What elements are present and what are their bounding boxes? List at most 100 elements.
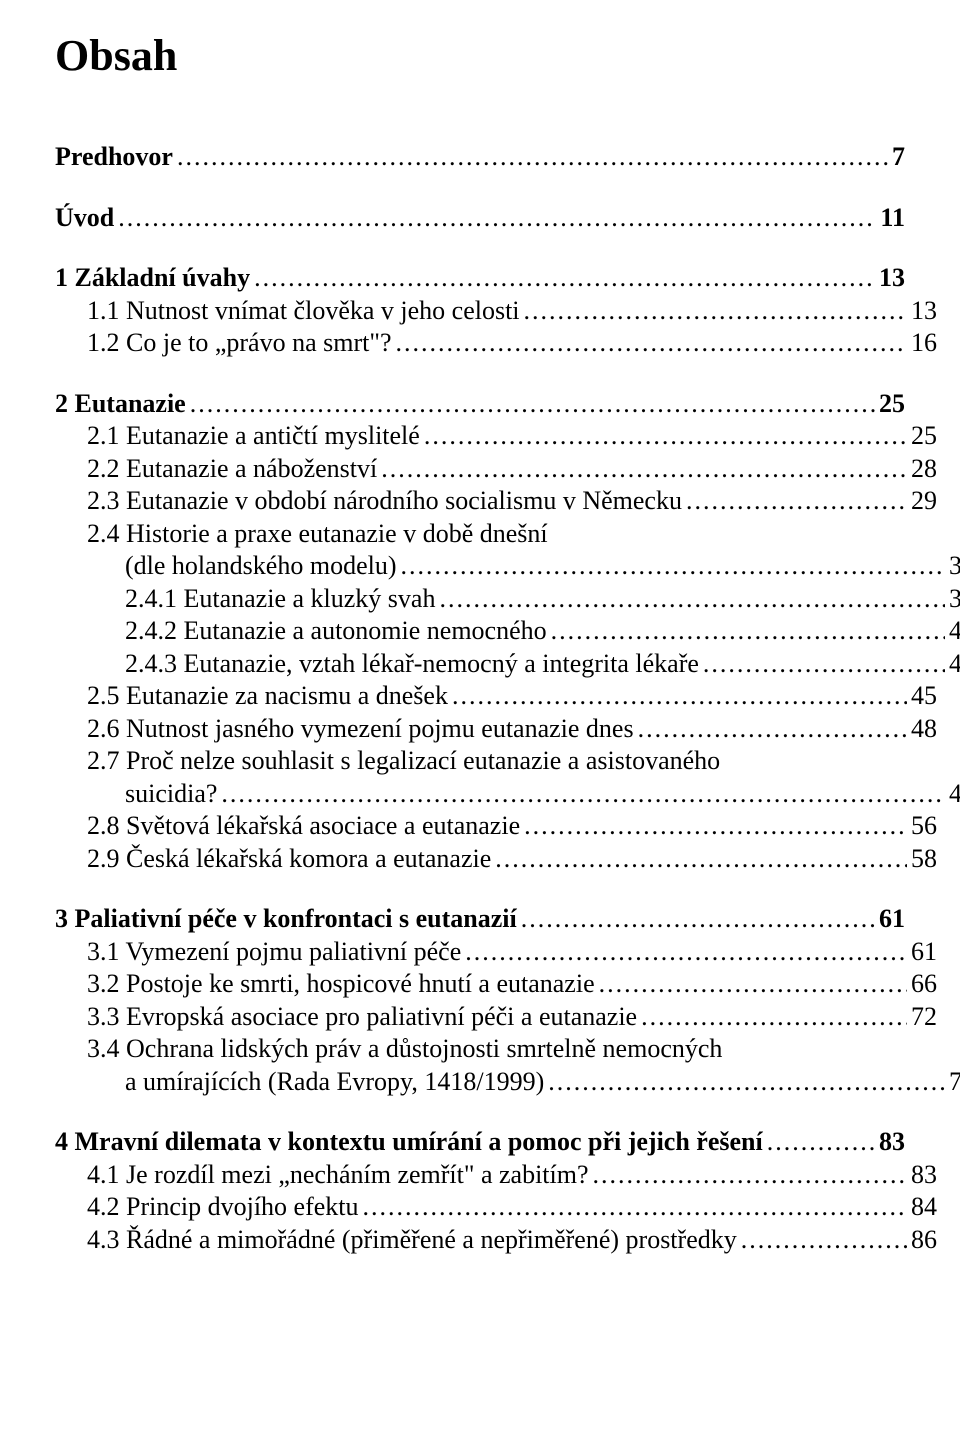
toc-page-number: 58	[911, 843, 937, 876]
toc-leader-dots	[452, 680, 907, 713]
toc-entry-2-7-line1: 2.7 Proč nelze souhlasit s legalizací eu…	[55, 745, 905, 778]
toc-leader-dots	[524, 810, 907, 843]
toc-leader-dots	[548, 1066, 945, 1099]
toc-label: 3.3 Evropská asociace pro paliativní péč…	[87, 1001, 637, 1034]
toc-entry-2-2: 2.2 Eutanazie a náboženství 28	[55, 453, 937, 486]
toc-label: 1 Základní úvahy	[55, 262, 250, 295]
toc-entry-2-9: 2.9 Česká lékařská komora a eutanazie 58	[55, 843, 937, 876]
toc-leader-dots	[599, 968, 907, 1001]
toc-entry-4-2: 4.2 Princip dvojího efektu 84	[55, 1191, 937, 1224]
toc-leader-dots	[551, 615, 945, 648]
toc-label: 2.4.1 Eutanazie a kluzký svah	[125, 583, 435, 616]
toc-label: 2.6 Nutnost jasného vymezení pojmu eutan…	[87, 713, 634, 746]
toc-page-number: 84	[911, 1191, 937, 1224]
toc-leader-dots	[190, 388, 875, 421]
toc-entry-1-2: 1.2 Co je to „právo na smrt"? 16	[55, 327, 937, 360]
toc-page-number: 86	[911, 1224, 937, 1257]
toc-label: 2.3 Eutanazie v období národního sociali…	[87, 485, 682, 518]
toc-leader-dots	[521, 903, 875, 936]
toc-leader-dots	[767, 1126, 875, 1159]
toc-leader-dots	[221, 778, 945, 811]
toc-page-number: 32	[949, 550, 960, 583]
toc-label: 3.2 Postoje ke smrti, hospicové hnutí a …	[87, 968, 595, 1001]
toc-entry-2-4-3: 2.4.3 Eutanazie, vztah lékař-nemocný a i…	[55, 648, 960, 681]
toc-page-number: 83	[879, 1126, 905, 1159]
toc-leader-dots	[686, 485, 907, 518]
toc-leader-dots	[593, 1159, 907, 1192]
toc-page-number: 56	[911, 810, 937, 843]
toc-entry-2-8: 2.8 Světová lékařská asociace a eutanazi…	[55, 810, 937, 843]
toc-label: 2.9 Česká lékařská komora a eutanazie	[87, 843, 491, 876]
toc-entry-2-4-line1: 2.4 Historie a praxe eutanazie v době dn…	[55, 518, 905, 551]
toc-leader-dots	[741, 1224, 907, 1257]
toc-page-number: 28	[911, 453, 937, 486]
toc-label: 1.1 Nutnost vnímat člověka v jeho celost…	[87, 295, 520, 328]
toc-leader-dots	[641, 1001, 907, 1034]
toc-leader-dots	[363, 1191, 907, 1224]
toc-entry-2-1: 2.1 Eutanazie a antičtí myslitelé 25	[55, 420, 937, 453]
toc-label: 3.1 Vymezení pojmu paliativní péče	[87, 936, 461, 969]
toc-entry-uvod: Úvod 11	[55, 202, 905, 235]
toc-leader-dots	[495, 843, 907, 876]
toc-label: 3 Paliativní péče v konfrontaci s eutana…	[55, 903, 517, 936]
toc-page-number: 11	[880, 202, 905, 235]
toc-entry-2: 2 Eutanazie 25	[55, 388, 905, 421]
toc-page-number: 61	[911, 936, 937, 969]
toc-entry-3-2: 3.2 Postoje ke smrti, hospicové hnutí a …	[55, 968, 937, 1001]
toc-label: 2.4.3 Eutanazie, vztah lékař-nemocný a i…	[125, 648, 699, 681]
toc-page-number: 37	[949, 583, 960, 616]
toc-label: a umírajících (Rada Evropy, 1418/1999)	[125, 1066, 544, 1099]
toc-entry-3-4-line1: 3.4 Ochrana lidských práv a důstojnosti …	[55, 1033, 905, 1066]
toc-page-number: 42	[949, 648, 960, 681]
toc-page-number: 7	[892, 141, 905, 174]
toc-entry-4-1: 4.1 Je rozdíl mezi „necháním zemřít" a z…	[55, 1159, 937, 1192]
toc-leader-dots	[703, 648, 945, 681]
toc-label: 4.2 Princip dvojího efektu	[87, 1191, 359, 1224]
toc-entry-4-3: 4.3 Řádné a mimořádné (přiměřené a nepři…	[55, 1224, 937, 1257]
toc-page-number: 49	[949, 778, 960, 811]
toc-entry-3-4-line2: a umírajících (Rada Evropy, 1418/1999) 7…	[55, 1066, 960, 1099]
toc-label: 2.8 Světová lékařská asociace a eutanazi…	[87, 810, 520, 843]
toc-page-number: 25	[911, 420, 937, 453]
toc-chapter-3: 3 Paliativní péče v konfrontaci s eutana…	[55, 903, 905, 1098]
toc-label: 4.1 Je rozdíl mezi „necháním zemřít" a z…	[87, 1159, 589, 1192]
toc-page-number: 48	[911, 713, 937, 746]
toc-leader-dots	[401, 550, 946, 583]
toc-entry-2-6: 2.6 Nutnost jasného vymezení pojmu eutan…	[55, 713, 937, 746]
toc-leader-dots	[465, 936, 907, 969]
toc-label: (dle holandského modelu)	[125, 550, 397, 583]
toc-page-number: 45	[911, 680, 937, 713]
toc-label: 2 Eutanazie	[55, 388, 186, 421]
toc-page-number: 40	[949, 615, 960, 648]
toc-leader-dots	[395, 327, 907, 360]
toc-leader-dots	[254, 262, 875, 295]
toc-entry-3: 3 Paliativní péče v konfrontaci s eutana…	[55, 903, 905, 936]
toc-entry-2-7-line2: suicidia? 49	[55, 778, 960, 811]
toc-chapter-2: 2 Eutanazie 25 2.1 Eutanazie a antičtí m…	[55, 388, 905, 876]
toc-entry-3-3: 3.3 Evropská asociace pro paliativní péč…	[55, 1001, 937, 1034]
toc-label: 2.2 Eutanazie a náboženství	[87, 453, 377, 486]
toc-chapter-1: 1 Základní úvahy 13 1.1 Nutnost vnímat č…	[55, 262, 905, 360]
toc-page-number: 29	[911, 485, 937, 518]
toc-label: 4.3 Řádné a mimořádné (přiměřené a nepři…	[87, 1224, 737, 1257]
toc-label: Predhovor	[55, 141, 173, 174]
toc-label: 2.5 Eutanazie za nacismu a dnešek	[87, 680, 448, 713]
toc-entry-4: 4 Mravní dilemata v kontextu umírání a p…	[55, 1126, 905, 1159]
toc-leader-dots	[524, 295, 907, 328]
toc-leader-dots	[177, 141, 888, 174]
toc-entry-2-5: 2.5 Eutanazie za nacismu a dnešek 45	[55, 680, 937, 713]
toc-leader-dots	[381, 453, 907, 486]
toc-page-number: 13	[879, 262, 905, 295]
toc-page-number: 25	[879, 388, 905, 421]
toc-page-number: 13	[911, 295, 937, 328]
toc-page-number: 77	[949, 1066, 960, 1099]
toc-label: 2.1 Eutanazie a antičtí myslitelé	[87, 420, 420, 453]
toc-entry-1: 1 Základní úvahy 13	[55, 262, 905, 295]
toc-page-number: 66	[911, 968, 937, 1001]
toc-page-number: 83	[911, 1159, 937, 1192]
toc-chapter-4: 4 Mravní dilemata v kontextu umírání a p…	[55, 1126, 905, 1256]
toc-label: suicidia?	[125, 778, 217, 811]
toc-leader-dots	[638, 713, 907, 746]
toc-leader-dots	[424, 420, 907, 453]
toc-entry-2-4-1: 2.4.1 Eutanazie a kluzký svah 37	[55, 583, 960, 616]
